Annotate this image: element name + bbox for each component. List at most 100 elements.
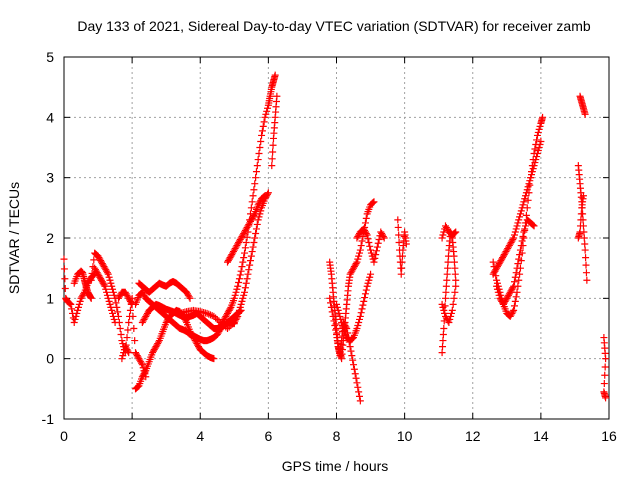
data-point (224, 308, 232, 316)
data-point (183, 290, 191, 298)
data-point (349, 334, 357, 342)
data-point (232, 288, 240, 296)
data-point (535, 144, 543, 151)
data-point (138, 288, 146, 296)
data-point (333, 303, 341, 311)
data-point (269, 141, 277, 149)
data-point (353, 325, 361, 332)
data-point (195, 343, 203, 351)
data-point (237, 300, 245, 308)
data-point (441, 309, 449, 317)
data-point (354, 232, 362, 240)
data-point (361, 290, 369, 298)
data-point (511, 273, 519, 281)
data-point (348, 335, 356, 343)
data-point (346, 270, 354, 278)
data-point (184, 291, 192, 299)
data-point (155, 338, 163, 346)
data-point (439, 331, 447, 339)
data-point (101, 282, 109, 290)
data-point (331, 321, 339, 329)
data-point (252, 174, 260, 182)
data-point (357, 309, 365, 317)
data-point (327, 299, 335, 307)
data-point (528, 168, 536, 176)
data-point (102, 266, 110, 274)
data-point (512, 293, 520, 301)
data-point (350, 263, 358, 271)
data-point (129, 312, 137, 320)
data-point (489, 270, 497, 278)
data-point (218, 320, 226, 328)
data-point (529, 221, 537, 229)
data-point (351, 261, 359, 269)
data-point (257, 207, 265, 215)
data-point (350, 264, 358, 272)
data-point (185, 293, 193, 301)
data-point (511, 297, 519, 305)
data-point (102, 285, 110, 293)
data-point (263, 107, 271, 115)
data-point (225, 255, 233, 263)
data-point (151, 344, 159, 352)
data-point (444, 317, 452, 325)
data-point (139, 317, 147, 325)
data-point (99, 261, 107, 269)
data-point (260, 118, 268, 126)
data-point (526, 177, 534, 185)
data-point (493, 279, 501, 287)
data-point (225, 306, 233, 314)
data-point (355, 392, 363, 400)
data-point (101, 264, 109, 272)
data-point (231, 291, 239, 299)
data-point (373, 247, 381, 255)
data-point (521, 225, 529, 233)
data-point (365, 239, 373, 247)
data-point (104, 270, 112, 278)
data-point (362, 214, 370, 222)
data-point (143, 311, 151, 319)
x-tick-label: 6 (264, 428, 272, 444)
y-tick-label: 1 (46, 290, 54, 306)
data-point (373, 243, 381, 251)
data-point (256, 198, 264, 206)
data-point (519, 201, 527, 209)
data-point (513, 288, 521, 296)
data-point (235, 309, 243, 317)
data-point (515, 216, 523, 224)
data-point (91, 264, 99, 272)
data-point (377, 228, 385, 236)
data-point (124, 293, 132, 301)
data-point (354, 383, 362, 391)
data-point (602, 355, 610, 363)
data-point (439, 343, 447, 351)
y-tick-labels: -1 0 1 2 3 4 5 (42, 49, 55, 427)
data-point (235, 237, 243, 245)
data-point (230, 246, 238, 254)
data-point (510, 278, 518, 286)
data-point (261, 113, 269, 121)
data-point (492, 266, 500, 274)
axis-ticks (63, 56, 610, 420)
data-point (338, 321, 346, 329)
x-tick-label: 8 (333, 428, 341, 444)
data-point (268, 162, 276, 170)
data-point (249, 192, 257, 200)
data-point (507, 287, 515, 295)
data-point (255, 199, 263, 207)
data-point (498, 255, 506, 263)
data-point (273, 92, 281, 100)
data-point (379, 232, 387, 240)
data-point (533, 131, 541, 139)
data-point (443, 270, 451, 278)
data-point (134, 353, 142, 361)
data-point (499, 300, 507, 308)
data-point (366, 273, 374, 281)
data-point (186, 294, 194, 302)
data-point (242, 239, 250, 247)
data-point (258, 131, 266, 139)
data-point (115, 294, 122, 302)
data-point (395, 231, 403, 239)
data-point (130, 325, 138, 332)
